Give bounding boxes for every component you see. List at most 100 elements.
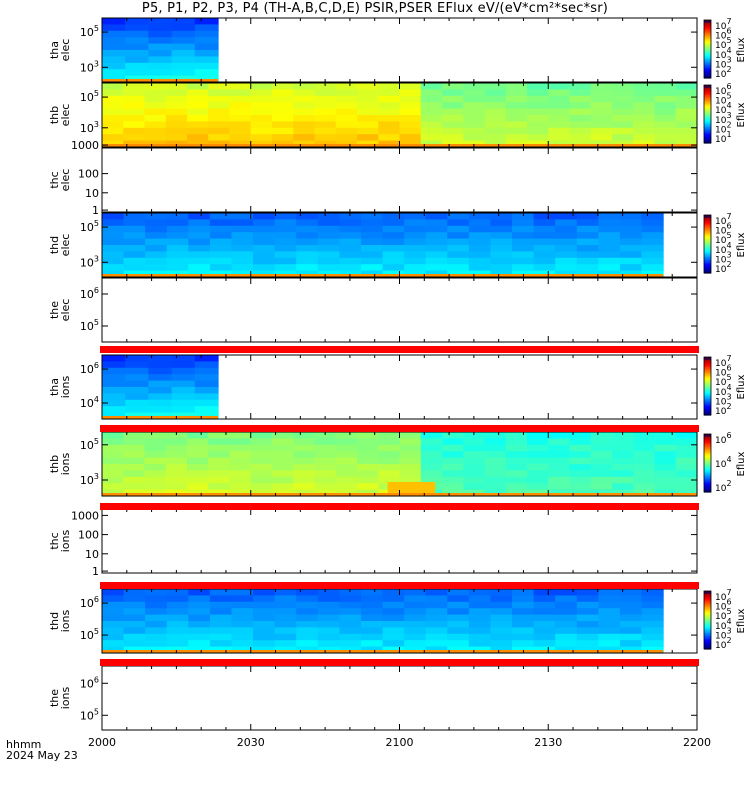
heatmap-cell [144, 95, 167, 103]
colorbar-tick-label: 104 [715, 455, 732, 470]
heatmap-cell [317, 219, 340, 227]
colorbar-segment [704, 470, 711, 473]
heatmap-cell [123, 470, 146, 478]
heatmap-cell [123, 457, 146, 465]
heatmap-cell [171, 24, 196, 32]
panel-thc-elec: 100 10 1 thcelec [48, 147, 698, 217]
heatmap-cell [569, 102, 592, 110]
heatmap-cell [555, 589, 578, 596]
heatmap-cell [231, 608, 254, 616]
heatmap-cell [335, 438, 358, 446]
heatmap-cell [314, 451, 337, 459]
colorbar-segment [704, 49, 711, 52]
heatmap-cell [576, 640, 599, 648]
heatmap-cell [148, 355, 173, 362]
heatmap-cell [612, 127, 634, 135]
heatmap-cell [675, 483, 698, 491]
heatmap-cell [463, 432, 486, 439]
heatmap-cell [425, 614, 448, 622]
colorbar-segment [704, 73, 711, 76]
heatmap-cell [253, 213, 276, 220]
colorbar-segment [704, 490, 711, 493]
heatmap-cell [447, 621, 470, 628]
colorbar-segment [704, 264, 711, 267]
heatmap-cell [102, 43, 126, 51]
colorbar-segment [704, 215, 711, 218]
colorbar-tick-label: 102 [715, 402, 732, 417]
colorbar-segment [704, 622, 711, 625]
heatmap-cell [619, 251, 643, 259]
heatmap-cell [102, 438, 124, 446]
colorbar-segment [704, 241, 711, 244]
heatmap-cell [641, 238, 664, 246]
colorbar-segment [704, 640, 711, 643]
heatmap-cell [165, 108, 188, 116]
heatmap-cell [598, 264, 621, 272]
heatmap-cell [165, 457, 188, 465]
heatmap-cell [360, 595, 384, 603]
heatmap-cell [425, 232, 448, 240]
heatmap-cell [555, 621, 578, 628]
heatmap-cell [272, 432, 294, 439]
heatmap-cell [102, 444, 124, 452]
heatmap-cell [145, 213, 168, 220]
heatmap-cell [339, 251, 362, 259]
colorbar-tick-label: 102 [715, 479, 732, 494]
heatmap-cell [512, 608, 535, 616]
colorbar-segment [704, 404, 711, 407]
heatmap-cell [194, 380, 219, 388]
heatmap-cell [555, 219, 578, 227]
heatmap-cell [612, 483, 634, 491]
heatmap-cell [447, 640, 470, 648]
heatmap-cell [555, 232, 578, 240]
heatmap-cell [194, 18, 219, 25]
heatmap-cell [425, 257, 448, 265]
heatmap-cell [293, 127, 316, 135]
heatmap-cell [166, 257, 189, 265]
heatmap-cell [555, 614, 578, 622]
heatmap-cell [335, 470, 358, 478]
colorbar-segment [704, 85, 711, 88]
heatmap-cell [484, 134, 507, 142]
colorbar-segment [704, 254, 711, 257]
heatmap-cell [102, 89, 124, 97]
heatmap-cell [148, 24, 173, 32]
colorbar-segment [704, 464, 711, 467]
heatmap-cell [425, 589, 448, 596]
colorbar-segment [704, 43, 711, 46]
heatmap-cell [447, 213, 470, 220]
heatmap-cell [145, 633, 168, 641]
heatmap-cell [512, 633, 535, 641]
panel-label-thd-elec: thdelec [48, 234, 72, 257]
heatmap-cell [357, 457, 379, 465]
heatmap-cell [512, 219, 535, 227]
heatmap-cell [576, 627, 599, 635]
heatmap-cell [490, 640, 513, 648]
heatmap-cell [250, 451, 273, 459]
heatmap-cell [171, 62, 196, 70]
heatmap-cell [527, 121, 549, 129]
heatmap-cell [123, 464, 146, 471]
heatmap-cell [420, 432, 443, 439]
heatmap-cell [102, 621, 125, 628]
colorbar-segment [704, 599, 711, 602]
heatmap-cell [555, 601, 578, 609]
colorbar-segment [704, 595, 711, 598]
colorbar-segment [704, 248, 711, 251]
heatmap-cell [404, 601, 427, 609]
heatmap-cell [598, 238, 621, 246]
heatmap-cell [468, 225, 492, 233]
heatmap-cell [171, 367, 196, 375]
heatmap-cell [253, 219, 276, 227]
colorbar-segment [704, 47, 711, 50]
colorbar-segment [704, 461, 711, 464]
heatmap-cell [484, 464, 507, 471]
colorbar-segment [704, 98, 711, 101]
colorbar-segment [704, 617, 711, 620]
heatmap-cell [569, 476, 592, 484]
heatmap-cell [102, 589, 125, 596]
heatmap-cell [339, 614, 362, 622]
colorbar-segment [704, 102, 711, 105]
heatmap-cell [123, 102, 146, 110]
